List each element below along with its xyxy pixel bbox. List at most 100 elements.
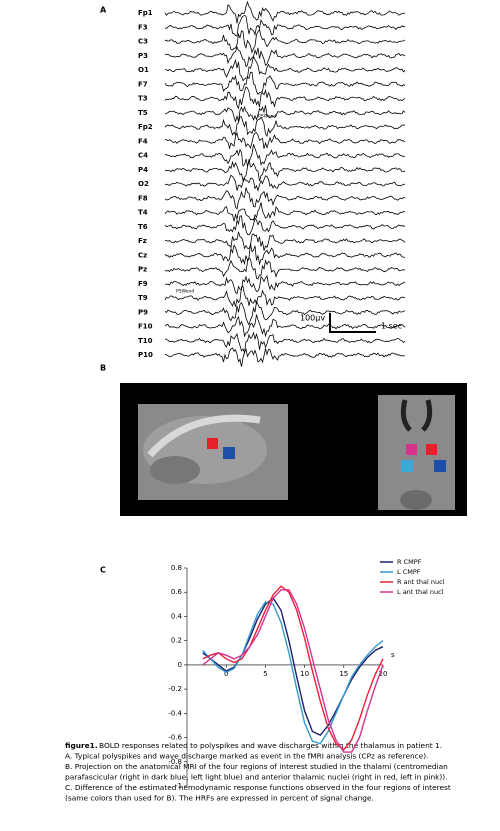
eeg-trace [164, 0, 406, 24]
channel-label: Fp2 [138, 123, 153, 131]
mri-structure [147, 414, 261, 458]
scale-bar [329, 313, 376, 333]
y-tick-label: 0.6 [171, 588, 183, 596]
scale-label: 100µv [300, 314, 325, 323]
x-axis-label: s [391, 651, 395, 659]
eeg-trace [164, 159, 406, 182]
channel-label: T9 [138, 294, 148, 302]
caption-line: (same colors than used for B). The HRFs … [65, 794, 374, 803]
series-line [202, 589, 384, 753]
channel-label: F8 [138, 194, 148, 202]
eeg-trace [164, 347, 406, 367]
channel-label: Cz [138, 251, 147, 259]
channel-label: O2 [138, 180, 149, 188]
mri-structure [400, 399, 433, 432]
channel-label: T6 [138, 223, 148, 231]
panel-label: C [100, 566, 106, 575]
caption-line: parafascicular (right in dark blue, left… [65, 773, 448, 782]
eeg-trace [164, 15, 406, 37]
x-tick-label: 15 [339, 670, 348, 678]
roi [434, 460, 446, 472]
y-tick-label: -0.2 [168, 685, 182, 693]
legend-label: L CMPF [397, 568, 421, 576]
caption-title: figure1. [65, 741, 98, 750]
channel-label: F10 [138, 323, 153, 331]
panel-label: A [100, 6, 107, 15]
eeg-trace [164, 55, 406, 82]
channel-label: F4 [138, 137, 148, 145]
annotation: PSWend [258, 114, 276, 120]
eeg-trace [164, 243, 406, 266]
roi [426, 444, 437, 455]
series-line [202, 585, 384, 751]
x-tick-label: 20 [379, 670, 388, 678]
eeg-trace [164, 331, 406, 355]
eeg-trace [164, 105, 406, 123]
channel-label: P4 [138, 166, 148, 174]
eeg-trace [165, 231, 406, 251]
channel-label: P3 [138, 52, 148, 60]
eeg-trace [164, 314, 406, 338]
channel-label: T5 [138, 109, 148, 117]
roi [406, 444, 417, 455]
series-line [202, 597, 384, 736]
y-tick-label: 0.8 [171, 564, 182, 572]
eeg-trace [164, 86, 406, 110]
roi [207, 438, 218, 449]
eeg-trace [164, 300, 406, 326]
channel-label: O1 [138, 66, 149, 74]
channel-label: T4 [138, 209, 148, 217]
channel-label: C4 [138, 152, 148, 160]
x-tick-label: 10 [300, 670, 309, 678]
eeg-trace [164, 202, 406, 222]
series-line [202, 601, 384, 745]
annotation: PSWend [176, 289, 194, 295]
mri-structure [400, 490, 432, 510]
y-tick-label: 0.4 [171, 612, 183, 620]
y-tick-label: -0.8 [168, 758, 182, 766]
eeg-trace [164, 144, 406, 168]
legend-label: R ant thal nucl [397, 578, 445, 586]
eeg-trace [164, 45, 406, 68]
y-tick-label: -0.6 [168, 734, 182, 742]
panel-label: B [100, 364, 106, 373]
eeg-trace [164, 256, 406, 280]
legend-label: R CMPF [397, 558, 422, 566]
mri-structure [150, 456, 200, 484]
caption-line: BOLD responses related to polyspikes and… [99, 741, 442, 750]
channel-label: P9 [138, 308, 148, 316]
legend-label: L ant thal nucl [397, 588, 444, 596]
roi [401, 460, 413, 472]
channel-label: F7 [138, 80, 148, 88]
eeg-trace [164, 174, 406, 192]
caption-line: A. Typical polyspikes and wave discharge… [65, 752, 429, 761]
channel-label: T10 [138, 337, 153, 345]
channel-label: P10 [138, 351, 153, 359]
y-tick-label: 0 [178, 661, 182, 669]
caption: figure1. BOLD responses related to polys… [65, 741, 451, 803]
channel-label: F3 [138, 23, 148, 31]
x-tick-label: 5 [263, 670, 267, 678]
eeg-trace [164, 71, 406, 95]
eeg-trace [164, 285, 406, 308]
y-tick-label: -1 [175, 782, 182, 790]
scale-label: 1 sec [381, 322, 402, 331]
caption-line: C. Difference of the estimated hemodynam… [65, 783, 451, 792]
x-tick-label: 0 [224, 670, 228, 678]
channel-label: Pz [138, 266, 147, 274]
channel-label: Fp1 [138, 9, 153, 17]
roi [223, 447, 235, 459]
channel-label: F9 [138, 280, 148, 288]
channel-label: T3 [138, 95, 148, 103]
channel-label: Fz [138, 237, 147, 245]
eeg-trace [164, 215, 406, 236]
channel-label: C3 [138, 38, 148, 46]
eeg-trace [164, 275, 406, 295]
y-tick-label: -0.4 [168, 709, 182, 717]
eeg-trace [165, 131, 406, 150]
y-tick-label: 0.2 [171, 637, 182, 645]
eeg-trace [164, 187, 406, 210]
eeg-trace [164, 28, 406, 54]
eeg-trace [164, 115, 406, 138]
